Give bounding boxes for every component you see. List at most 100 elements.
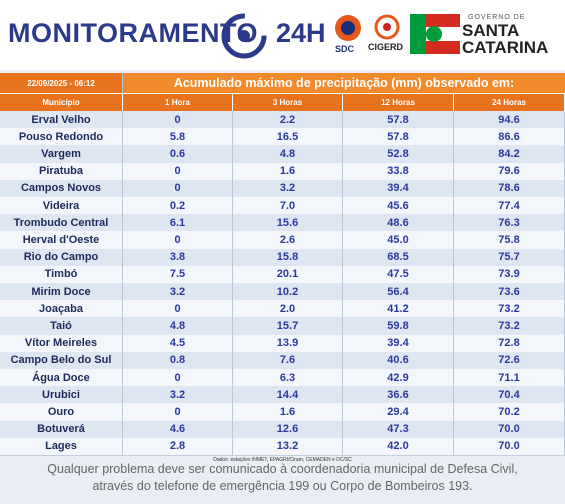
- cell-value: 6.3: [233, 369, 343, 387]
- cell-value: 70.0: [454, 420, 565, 438]
- municipality: Trombudo Central: [0, 214, 123, 232]
- table-row: Campos Novos 0 3.2 39.4 78.6: [0, 179, 565, 198]
- column-header: 3 Horas: [233, 93, 343, 111]
- logo-icon: [221, 13, 267, 59]
- table-row: Piratuba 0 1.6 33.8 79.6: [0, 162, 565, 181]
- cell-value: 47.5: [343, 265, 454, 283]
- cell-value: 70.0: [454, 437, 565, 455]
- table-row: Taió 4.8 15.7 59.8 73.2: [0, 317, 565, 336]
- cell-value: 16.5: [233, 128, 343, 146]
- cell-value: 2.8: [123, 437, 233, 455]
- cell-value: 15.8: [233, 248, 343, 266]
- municipality: Urubici: [0, 386, 123, 404]
- table-row: Vargem 0.6 4.8 52.8 84.2: [0, 145, 565, 164]
- cell-value: 2.2: [233, 111, 343, 129]
- cell-value: 77.4: [454, 197, 565, 215]
- column-header: 1 Hora: [123, 93, 233, 111]
- cell-value: 0.8: [123, 351, 233, 369]
- cell-value: 0: [123, 231, 233, 249]
- column-header: Município: [0, 93, 123, 111]
- cell-value: 5.8: [123, 128, 233, 146]
- cell-value: 3.2: [233, 179, 343, 197]
- cell-value: 0: [123, 162, 233, 180]
- cell-value: 39.4: [343, 334, 454, 352]
- cell-value: 3.2: [123, 283, 233, 301]
- cell-value: 41.2: [343, 300, 454, 318]
- cell-value: 75.8: [454, 231, 565, 249]
- cell-value: 94.6: [454, 111, 565, 129]
- cell-value: 4.5: [123, 334, 233, 352]
- cell-value: 57.8: [343, 111, 454, 129]
- cell-value: 78.6: [454, 179, 565, 197]
- municipality: Mirim Doce: [0, 283, 123, 301]
- cell-value: 6.1: [123, 214, 233, 232]
- cell-value: 4.8: [233, 145, 343, 163]
- table-row: Rio do Campo 3.8 15.8 68.5 75.7: [0, 248, 565, 267]
- cell-value: 59.8: [343, 317, 454, 335]
- table-row: Ouro 0 1.6 29.4 70.2: [0, 403, 565, 422]
- cell-value: 39.4: [343, 179, 454, 197]
- cell-value: 1.6: [233, 403, 343, 421]
- cell-value: 0.6: [123, 145, 233, 163]
- cell-value: 42.9: [343, 369, 454, 387]
- title-suffix: 24H: [276, 18, 326, 48]
- cell-value: 3.8: [123, 248, 233, 266]
- cell-value: 12.6: [233, 420, 343, 438]
- municipality: Vítor Meireles: [0, 334, 123, 352]
- cell-value: 0: [123, 403, 233, 421]
- municipality: Campo Belo do Sul: [0, 351, 123, 369]
- cell-value: 0: [123, 111, 233, 129]
- footer: Qualquer problema deve ser comunicado à …: [0, 461, 565, 495]
- sc-flag: [410, 14, 460, 54]
- cell-value: 13.9: [233, 334, 343, 352]
- table-row: Erval Velho 0 2.2 57.8 94.6: [0, 111, 565, 130]
- table-row: Videira 0.2 7.0 45.6 77.4: [0, 197, 565, 216]
- table-row: Joaçaba 0 2.0 41.2 73.2: [0, 300, 565, 319]
- cell-value: 3.2: [123, 386, 233, 404]
- table-row: Botuverá 4.6 12.6 47.3 70.0: [0, 420, 565, 439]
- municipality: Taió: [0, 317, 123, 335]
- cell-value: 0: [123, 300, 233, 318]
- cell-value: 68.5: [343, 248, 454, 266]
- cell-value: 71.1: [454, 369, 565, 387]
- table-row: Timbó 7.5 20.1 47.5 73.9: [0, 265, 565, 284]
- municipality: Pouso Redondo: [0, 128, 123, 146]
- sdc-label: SDC: [335, 44, 355, 54]
- cell-value: 70.4: [454, 386, 565, 404]
- cell-value: 36.6: [343, 386, 454, 404]
- cell-value: 0.2: [123, 197, 233, 215]
- table-row: Pouso Redondo 5.8 16.5 57.8 86.6: [0, 128, 565, 147]
- table: 22/09/2025 - 06:12 Acumulado máximo de pr…: [0, 73, 565, 463]
- table-row: Trombudo Central 6.1 15.6 48.6 76.3: [0, 214, 565, 233]
- column-header: 24 Horas: [454, 93, 565, 111]
- municipality: Erval Velho: [0, 111, 123, 129]
- cell-value: 86.6: [454, 128, 565, 146]
- cell-value: 7.0: [233, 197, 343, 215]
- cell-value: 79.6: [454, 162, 565, 180]
- cell-value: 47.3: [343, 420, 454, 438]
- cell-value: 48.6: [343, 214, 454, 232]
- cell-value: 84.2: [454, 145, 565, 163]
- cell-value: 42.0: [343, 437, 454, 455]
- cell-value: 2.0: [233, 300, 343, 318]
- cell-value: 73.2: [454, 300, 565, 318]
- cell-value: 14.4: [233, 386, 343, 404]
- cell-value: 2.6: [233, 231, 343, 249]
- municipality: Videira: [0, 197, 123, 215]
- cell-value: 72.8: [454, 334, 565, 352]
- cell-value: 73.2: [454, 317, 565, 335]
- table-row: Vítor Meireles 4.5 13.9 39.4 72.8: [0, 334, 565, 353]
- cell-value: 4.8: [123, 317, 233, 335]
- cell-value: 4.6: [123, 420, 233, 438]
- cell-value: 33.8: [343, 162, 454, 180]
- cell-value: 7.6: [233, 351, 343, 369]
- municipality: Botuverá: [0, 420, 123, 438]
- municipality: Piratuba: [0, 162, 123, 180]
- cell-value: 72.6: [454, 351, 565, 369]
- cell-value: 40.6: [343, 351, 454, 369]
- header: MONITORAMENTO 24H SDC CIGERD GOVERNO DE …: [0, 0, 565, 70]
- cell-value: 57.8: [343, 128, 454, 146]
- cell-value: 7.5: [123, 265, 233, 283]
- footer-line: Qualquer problema deve ser comunicado à …: [47, 462, 518, 476]
